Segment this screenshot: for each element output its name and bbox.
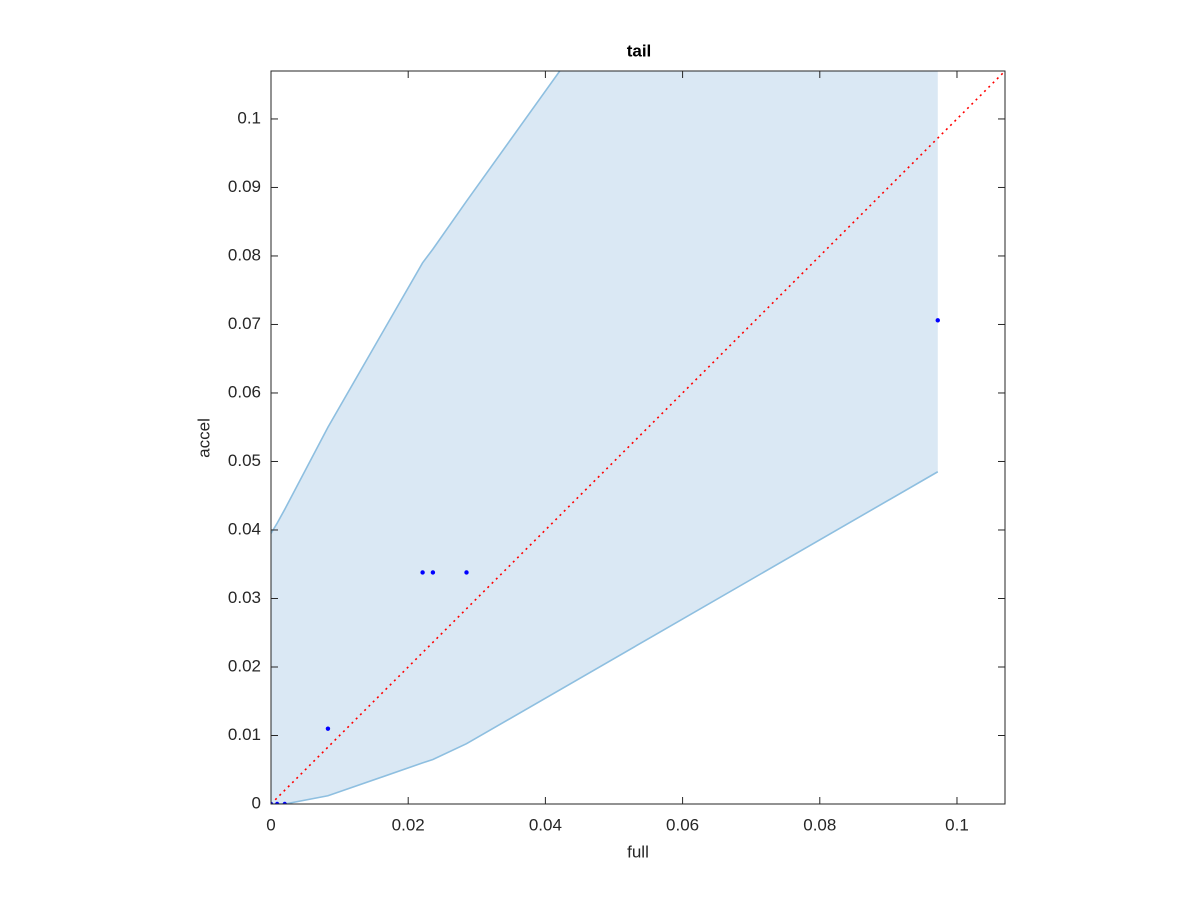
y-tick-label: 0.1 <box>237 108 261 127</box>
band-upper-edge <box>271 71 561 534</box>
y-tick-label: 0.05 <box>228 451 261 470</box>
y-tick-label: 0.07 <box>228 314 261 333</box>
y-tick-label: 0.04 <box>228 519 261 538</box>
y-tick-label: 0 <box>252 793 261 812</box>
y-tick-label: 0.02 <box>228 656 261 675</box>
x-tick-label: 0.1 <box>945 815 969 834</box>
diagonal-line <box>271 71 1005 804</box>
axes-box <box>270 70 1006 805</box>
y-tick-label: 0.09 <box>228 177 261 196</box>
y-tick-label: 0.06 <box>228 382 261 401</box>
y-axis-label: accel <box>194 418 213 458</box>
x-tick-label: 0 <box>266 815 275 834</box>
scatter-point <box>271 801 274 804</box>
scatter-point <box>464 570 469 575</box>
y-tick-label: 0.08 <box>228 245 261 264</box>
plot-area <box>271 71 1005 804</box>
x-tick-label: 0.06 <box>666 815 699 834</box>
scatter-point <box>430 570 436 575</box>
scatter-point <box>282 801 287 804</box>
scatter-point <box>935 318 940 323</box>
scatter-point <box>420 570 425 575</box>
x-axis-label: full <box>627 842 649 861</box>
x-tick-label: 0.02 <box>392 815 425 834</box>
scatter-point <box>325 726 331 731</box>
x-tick-label: 0.08 <box>803 815 836 834</box>
chart-title: tail <box>627 41 652 60</box>
band-lower-edge <box>271 471 939 804</box>
band-fill <box>271 71 938 804</box>
axes: 0 0.02 0.04 0.06 0.08 0.1 0 0.01 0.02 0.03 0.04 0.0… <box>228 70 1006 834</box>
y-tick-label: 0.03 <box>228 588 261 607</box>
y-tick-label: 0.01 <box>228 725 261 744</box>
x-tick-label: 0.04 <box>529 815 562 834</box>
scatter-point <box>274 801 280 804</box>
